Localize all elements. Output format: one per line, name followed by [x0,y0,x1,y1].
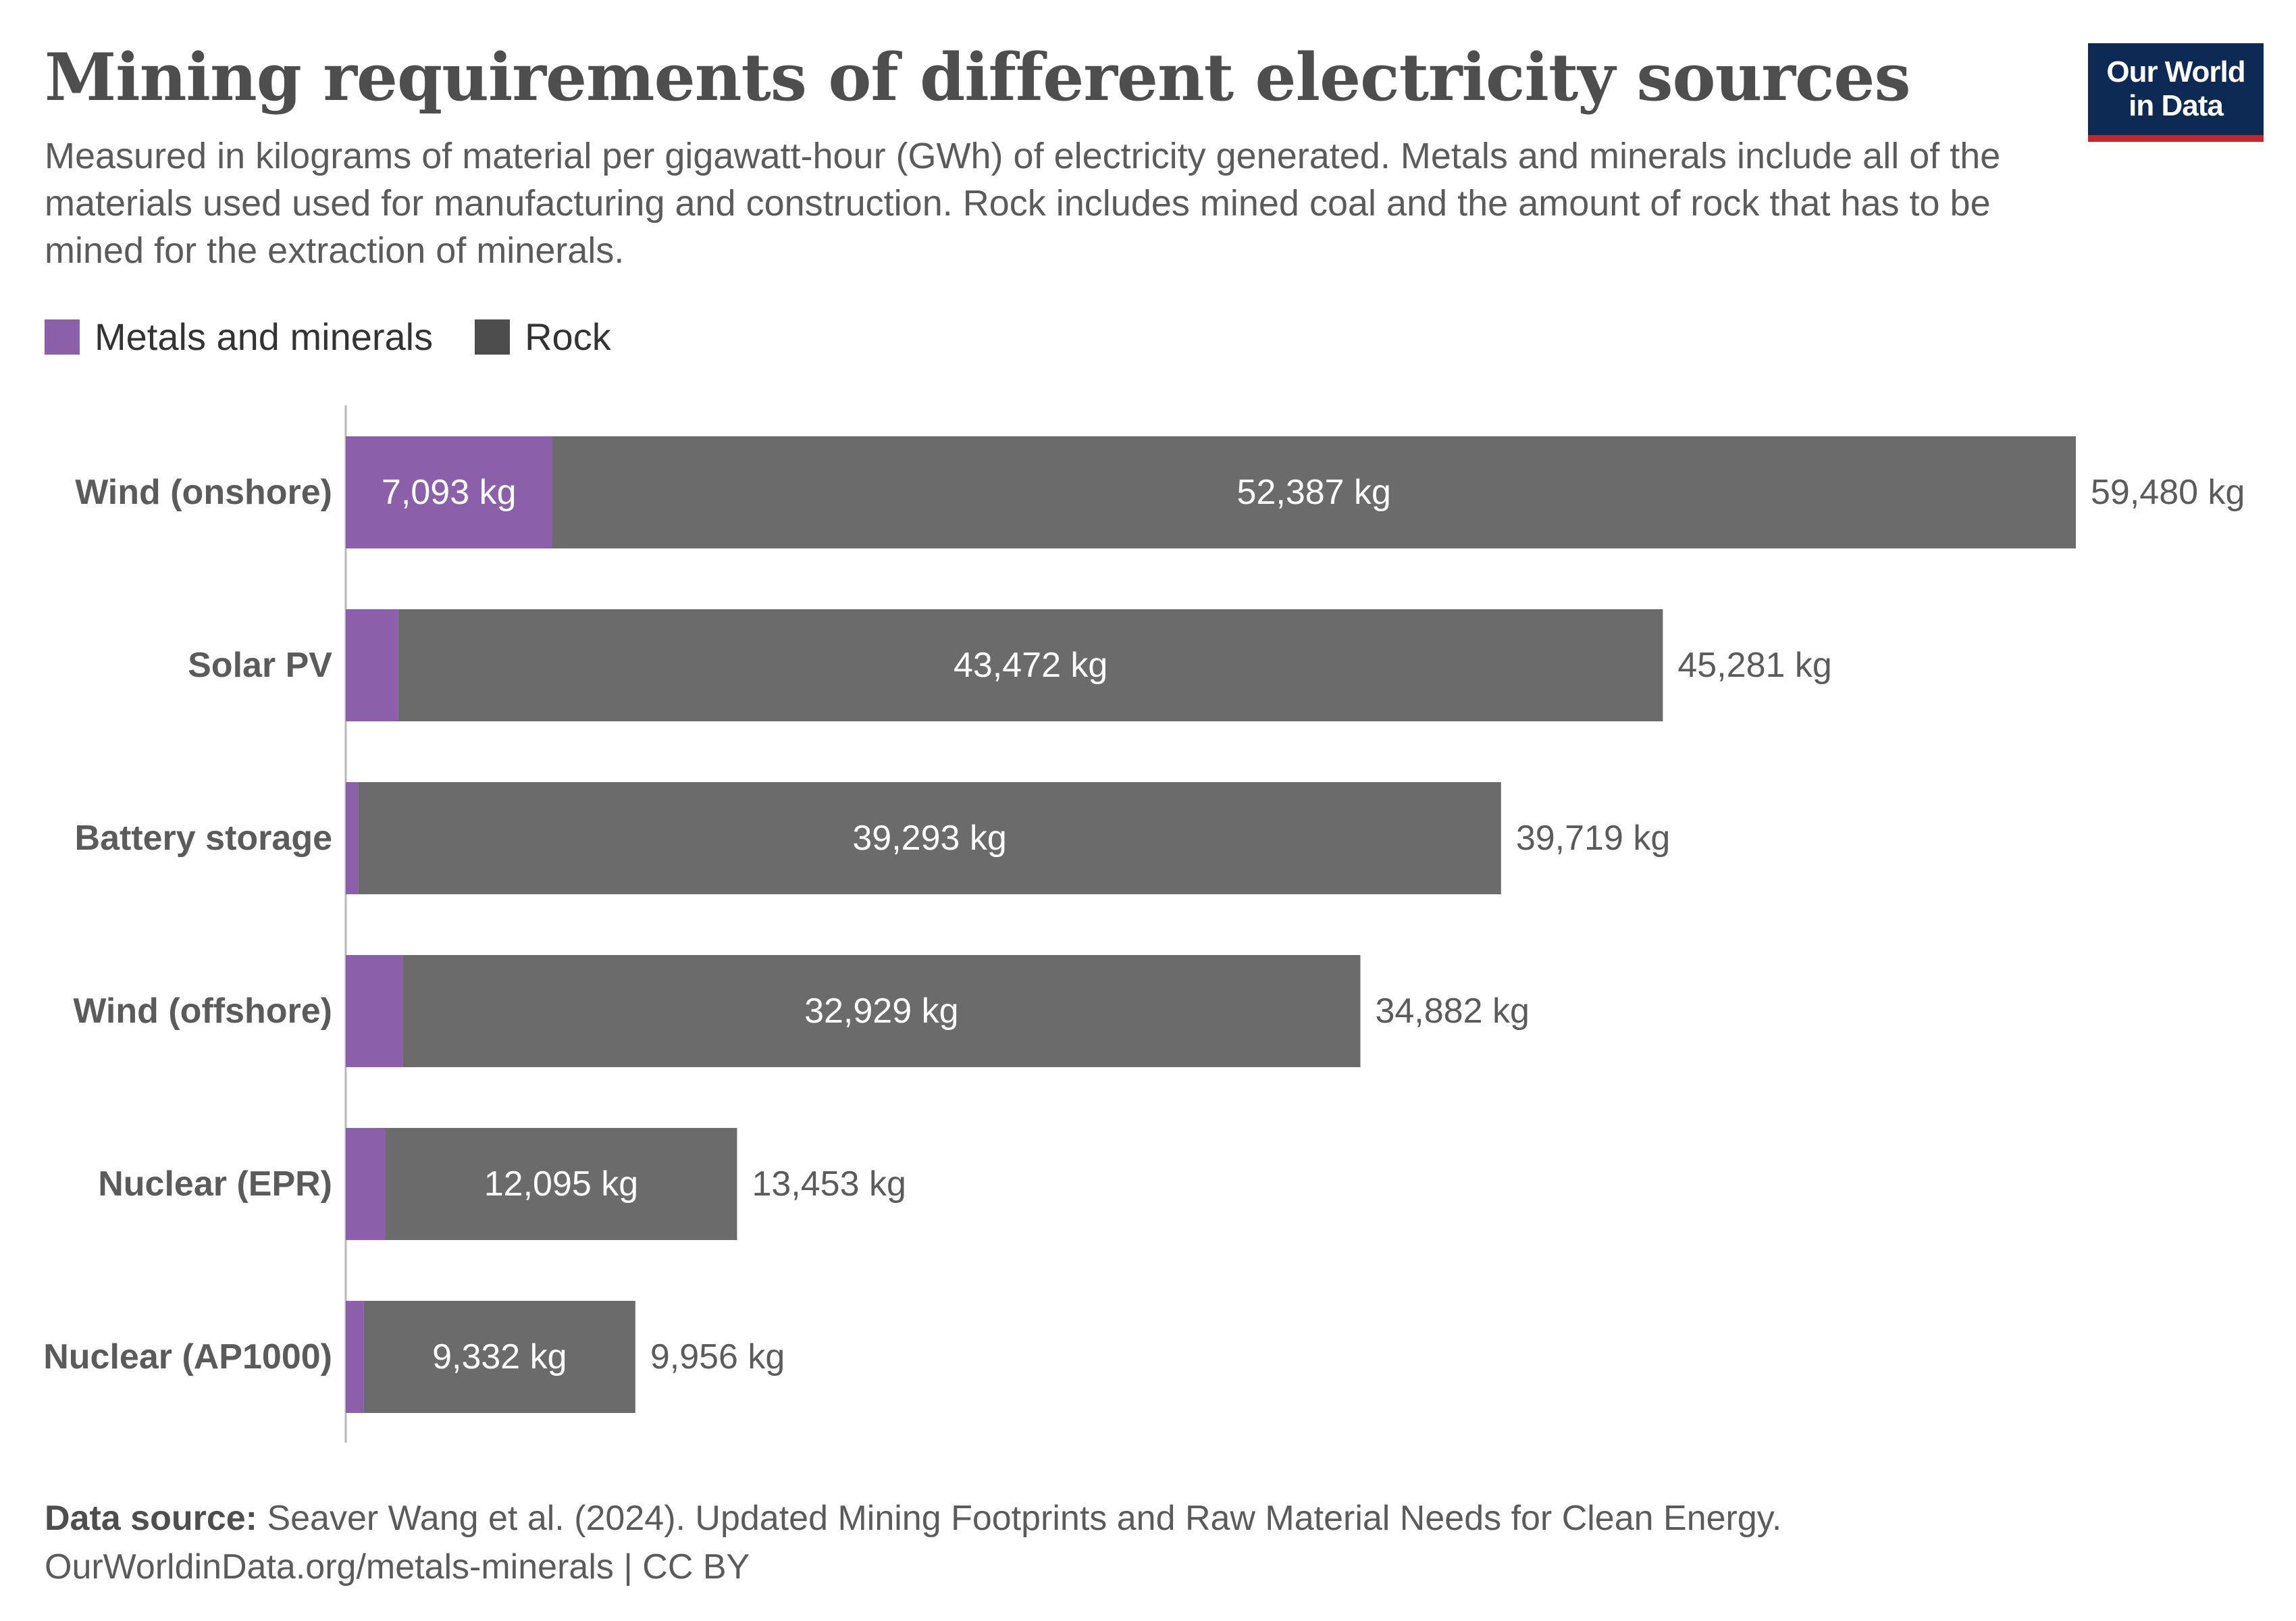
category-label-wind-offshore: Wind (offshore) [73,992,332,1031]
bar-segment-metals-nuclear-ap1000 [346,1301,364,1413]
bar-segment-rock-nuclear-epr [385,1128,737,1240]
segment-label-rock-battery-storage: 39,293 kg [852,819,1006,858]
category-label-battery-storage: Battery storage [75,819,332,858]
total-label-wind-offshore: 34,882 kg [1375,992,1529,1031]
bar-segment-metals-wind-offshore [346,955,403,1067]
bar-segment-rock-battery-storage [358,782,1501,894]
bar-segment-metals-solar-pv [346,609,398,721]
total-label-nuclear-ap1000: 9,956 kg [650,1337,785,1376]
bar-segment-metals-nuclear-epr [346,1128,386,1240]
chart-title: Mining requirements of different electri… [45,39,1911,115]
legend: Metals and minerals Rock [45,315,611,359]
legend-item-rock[interactable]: Rock [475,315,611,359]
total-label-solar-pv: 45,281 kg [1677,646,1831,685]
source-note: Data source: Seaver Wang et al. (2024). … [45,1494,2070,1591]
chart-subtitle: Measured in kilograms of material per gi… [45,136,2001,271]
total-label-nuclear-epr: 13,453 kg [752,1164,906,1204]
source-text: Seaver Wang et al. (2024). Updated Minin… [257,1499,1782,1538]
bar-segment-rock-nuclear-ap1000 [363,1301,635,1413]
segment-label-rock-wind-offshore: 32,929 kg [804,992,958,1031]
legend-item-metals[interactable]: Metals and minerals [45,315,433,359]
bar-segment-rock-wind-onshore [552,436,2076,548]
url-license: OurWorldinData.org/metals-minerals | CC … [45,1547,750,1587]
logo-line-1: Our World [2106,55,2245,88]
owid-logo[interactable]: Our World in Data [2088,43,2264,142]
legend-swatch-rock [475,319,511,355]
legend-label-rock: Rock [525,315,611,358]
segment-label-rock-wind-onshore: 52,387 kg [1237,473,1391,512]
category-label-nuclear-ap1000: Nuclear (AP1000) [43,1337,332,1376]
legend-swatch-metals [45,319,80,355]
total-label-battery-storage: 39,719 kg [1516,819,1670,858]
category-label-nuclear-epr: Nuclear (EPR) [98,1164,332,1204]
segment-label-rock-solar-pv: 43,472 kg [954,646,1107,685]
segment-label-rock-nuclear-ap1000: 9,332 kg [432,1337,567,1376]
legend-label-metals: Metals and minerals [95,315,434,358]
logo-line-2: in Data [2129,89,2224,122]
bar-segment-rock-wind-offshore [402,955,1361,1067]
segment-label-rock-nuclear-epr: 12,095 kg [484,1164,638,1204]
category-label-wind-onshore: Wind (onshore) [75,473,332,512]
category-label-solar-pv: Solar PV [188,646,332,685]
bar-segment-metals-battery-storage [346,782,359,894]
bar-segment-rock-solar-pv [398,609,1663,721]
source-label: Data source: [45,1499,257,1538]
bar-chart: Wind (onshore) 7,093 kg 52,387 kg 59,480 kg… [43,405,2245,1443]
total-label-wind-onshore: 59,480 kg [2091,473,2245,512]
bar-segment-metals-wind-onshore [346,436,552,548]
segment-label-metals-wind-onshore: 7,093 kg [382,473,517,512]
